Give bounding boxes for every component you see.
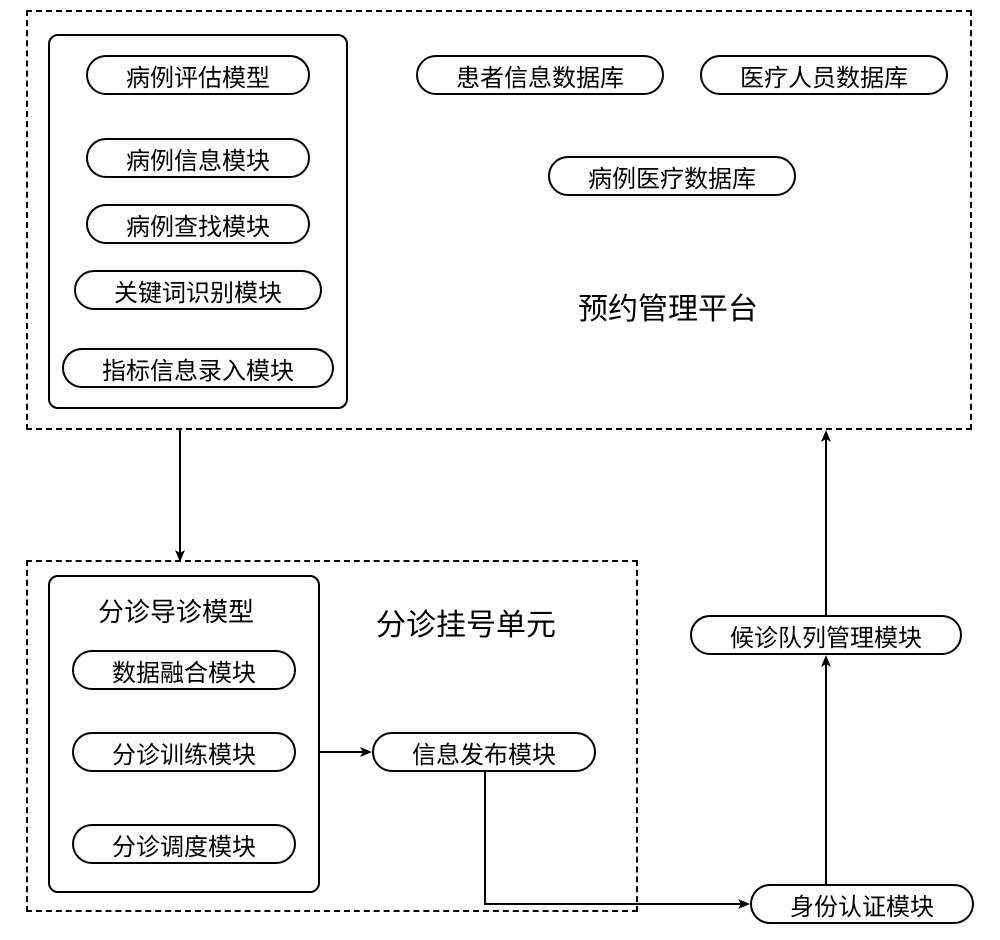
pill-label: 关键词识别模块 <box>114 273 282 308</box>
pill-info-publish-module: 信息发布模块 <box>372 732 596 772</box>
pill-label: 分诊调度模块 <box>112 827 256 862</box>
pill-keyword-recog-module: 关键词识别模块 <box>74 270 322 310</box>
pill-label: 医疗人员数据库 <box>740 58 908 93</box>
pill-case-eval-model: 病例评估模型 <box>86 55 310 95</box>
pill-label: 分诊训练模块 <box>112 735 256 770</box>
top-platform-title: 预约管理平台 <box>578 284 758 328</box>
bottom-left-group-header: 分诊导诊模型 <box>98 592 254 629</box>
pill-label: 病例查找模块 <box>126 207 270 242</box>
pill-label: 病例信息模块 <box>126 141 270 176</box>
pill-case-medical-db: 病例医疗数据库 <box>548 156 796 196</box>
pill-data-fusion-module: 数据融合模块 <box>72 650 296 690</box>
bottom-unit-title: 分诊挂号单元 <box>376 600 556 644</box>
pill-staff-db: 医疗人员数据库 <box>700 55 948 95</box>
pill-triage-dispatch-module: 分诊调度模块 <box>72 824 296 864</box>
pill-label: 信息发布模块 <box>412 735 556 770</box>
pill-triage-training-module: 分诊训练模块 <box>72 732 296 772</box>
pill-patient-db: 患者信息数据库 <box>416 55 664 95</box>
pill-identity-auth-module: 身份认证模块 <box>750 884 974 924</box>
pill-label: 候诊队列管理模块 <box>730 618 922 653</box>
pill-label: 身份认证模块 <box>790 887 934 922</box>
pill-case-info-module: 病例信息模块 <box>86 138 310 178</box>
pill-label: 病例评估模型 <box>126 58 270 93</box>
pill-label: 指标信息录入模块 <box>102 351 294 386</box>
pill-indicator-entry-module: 指标信息录入模块 <box>62 348 334 388</box>
pill-label: 患者信息数据库 <box>456 58 624 93</box>
pill-case-search-module: 病例查找模块 <box>86 204 310 244</box>
diagram-canvas: 病例评估模型 病例信息模块 病例查找模块 关键词识别模块 指标信息录入模块 患者… <box>0 0 1000 940</box>
pill-label: 病例医疗数据库 <box>588 159 756 194</box>
pill-label: 数据融合模块 <box>112 653 256 688</box>
pill-queue-mgmt-module: 候诊队列管理模块 <box>690 615 962 655</box>
